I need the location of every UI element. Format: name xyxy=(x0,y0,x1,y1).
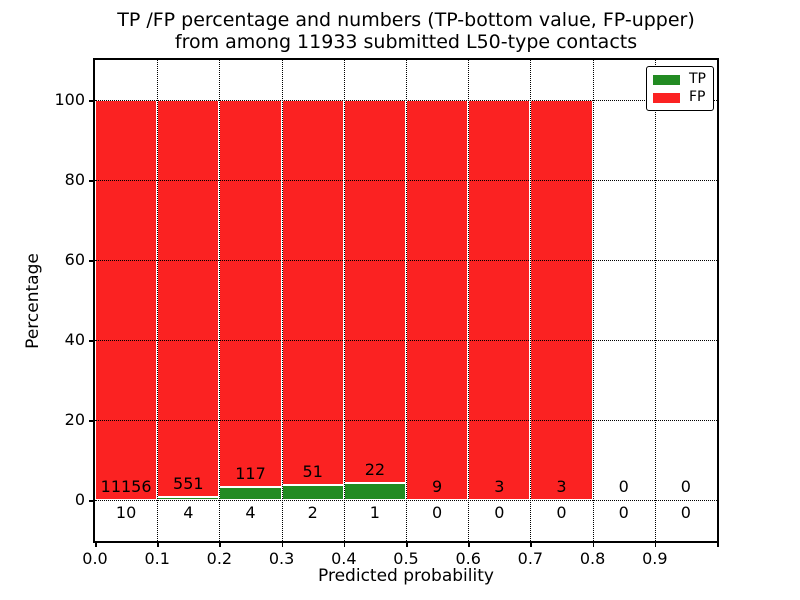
gridline-vertical xyxy=(592,60,594,541)
legend-label-tp: TP xyxy=(689,71,706,87)
tp-count-label: 10 xyxy=(115,503,137,522)
gridline-vertical xyxy=(530,60,532,541)
x-tick-mark xyxy=(654,542,657,547)
x-tick-mark xyxy=(406,542,408,547)
x-tick-label: 0.1 xyxy=(144,549,170,568)
fp-count-label: 11156 xyxy=(100,476,152,496)
gridline-vertical xyxy=(468,60,470,541)
y-tick-mark xyxy=(89,260,94,262)
fp-count-label: 22 xyxy=(364,459,386,479)
x-tick-label: 0.4 xyxy=(331,549,357,568)
y-tick-label: 40 xyxy=(64,330,85,349)
fp-count-label: 3 xyxy=(494,477,505,496)
tp-count-label: 0 xyxy=(432,503,443,522)
fp-count-label: 0 xyxy=(618,477,629,496)
x-tick-mark xyxy=(281,542,284,547)
x-tick-label: 0.2 xyxy=(206,549,233,568)
tp-count-label: 0 xyxy=(680,503,691,522)
bar-segment-fp xyxy=(406,100,469,500)
y-tick-label: 60 xyxy=(64,250,85,269)
tp-count-label: 2 xyxy=(307,503,318,522)
bar-segment-fp xyxy=(95,100,158,500)
tp-count-label: 4 xyxy=(183,503,194,522)
bar-segment-fp xyxy=(219,100,282,487)
chart-title-line1: TP /FP percentage and numbers (TP-bottom… xyxy=(117,9,695,31)
gridline-vertical xyxy=(343,60,345,541)
fp-count-label: 551 xyxy=(173,474,204,494)
x-tick-mark xyxy=(717,542,719,547)
gridline-vertical xyxy=(406,60,407,541)
fp-count-label: 3 xyxy=(556,477,567,496)
x-tick-mark xyxy=(468,542,470,547)
bar-segment-fp xyxy=(468,100,531,500)
fp-count-label: 51 xyxy=(302,461,323,481)
x-tick-mark xyxy=(95,542,97,547)
bar-segment-fp xyxy=(343,100,406,483)
bar-segment-fp xyxy=(157,100,220,498)
legend: TP FP xyxy=(646,66,714,111)
y-tick-label: 100 xyxy=(54,90,85,109)
x-tick-label: 0.8 xyxy=(579,549,606,568)
y-tick-label: 0 xyxy=(74,490,85,509)
plot-area: 11156 10 551 4 117 4 51 2 22 1 9 0 3 0 3 0 0 0 0 0 TP FP xyxy=(95,60,717,541)
bar-segment-fp xyxy=(530,100,593,500)
y-tick-mark xyxy=(89,340,94,342)
gridline-vertical xyxy=(219,60,221,541)
tp-count-label: 0 xyxy=(618,503,629,522)
y-tick-mark xyxy=(89,100,94,102)
tp-count-label: 1 xyxy=(369,503,380,522)
legend-entry-tp: TP xyxy=(653,72,707,87)
legend-entry-fp: FP xyxy=(653,90,707,105)
tp-count-label: 0 xyxy=(494,503,505,522)
y-tick-mark xyxy=(89,500,94,502)
x-tick-label: 0.0 xyxy=(82,549,108,568)
tp-color-swatch xyxy=(653,74,680,85)
bar-segment-tp xyxy=(343,482,406,500)
bar-segment-tp xyxy=(281,484,344,500)
x-tick-label: 0.7 xyxy=(517,549,544,568)
fp-count-label: 117 xyxy=(235,463,266,483)
y-tick-mark xyxy=(89,180,94,182)
fp-color-swatch xyxy=(653,92,680,103)
chart-title-line2: from among 11933 submitted L50-type cont… xyxy=(174,31,638,53)
gridline-vertical xyxy=(654,60,656,541)
x-axis-label: Predicted probability xyxy=(318,566,494,586)
tp-count-label: 4 xyxy=(245,503,256,522)
x-tick-mark xyxy=(530,542,532,547)
tp-count-label: 0 xyxy=(556,503,567,522)
y-tick-label: 80 xyxy=(64,170,85,189)
legend-label-fp: FP xyxy=(689,89,706,105)
bar-segment-tp xyxy=(219,486,282,500)
fp-count-label: 9 xyxy=(432,477,443,496)
x-tick-label: 0.5 xyxy=(393,549,419,568)
x-tick-label: 0.9 xyxy=(642,549,668,568)
chart-title: TP /FP percentage and numbers (TP-bottom… xyxy=(95,9,717,53)
gridline-vertical xyxy=(157,60,159,541)
y-tick-label: 20 xyxy=(64,410,85,429)
bar-segment-fp xyxy=(281,100,344,485)
y-tick-mark xyxy=(89,420,94,422)
x-tick-mark xyxy=(343,542,346,547)
gridline-vertical xyxy=(281,60,283,541)
x-tick-mark xyxy=(592,542,595,547)
x-tick-mark xyxy=(157,542,159,547)
x-tick-label: 0.3 xyxy=(268,549,295,568)
fp-count-label: 0 xyxy=(680,477,691,496)
x-tick-label: 0.6 xyxy=(455,549,481,568)
x-tick-mark xyxy=(219,542,221,547)
